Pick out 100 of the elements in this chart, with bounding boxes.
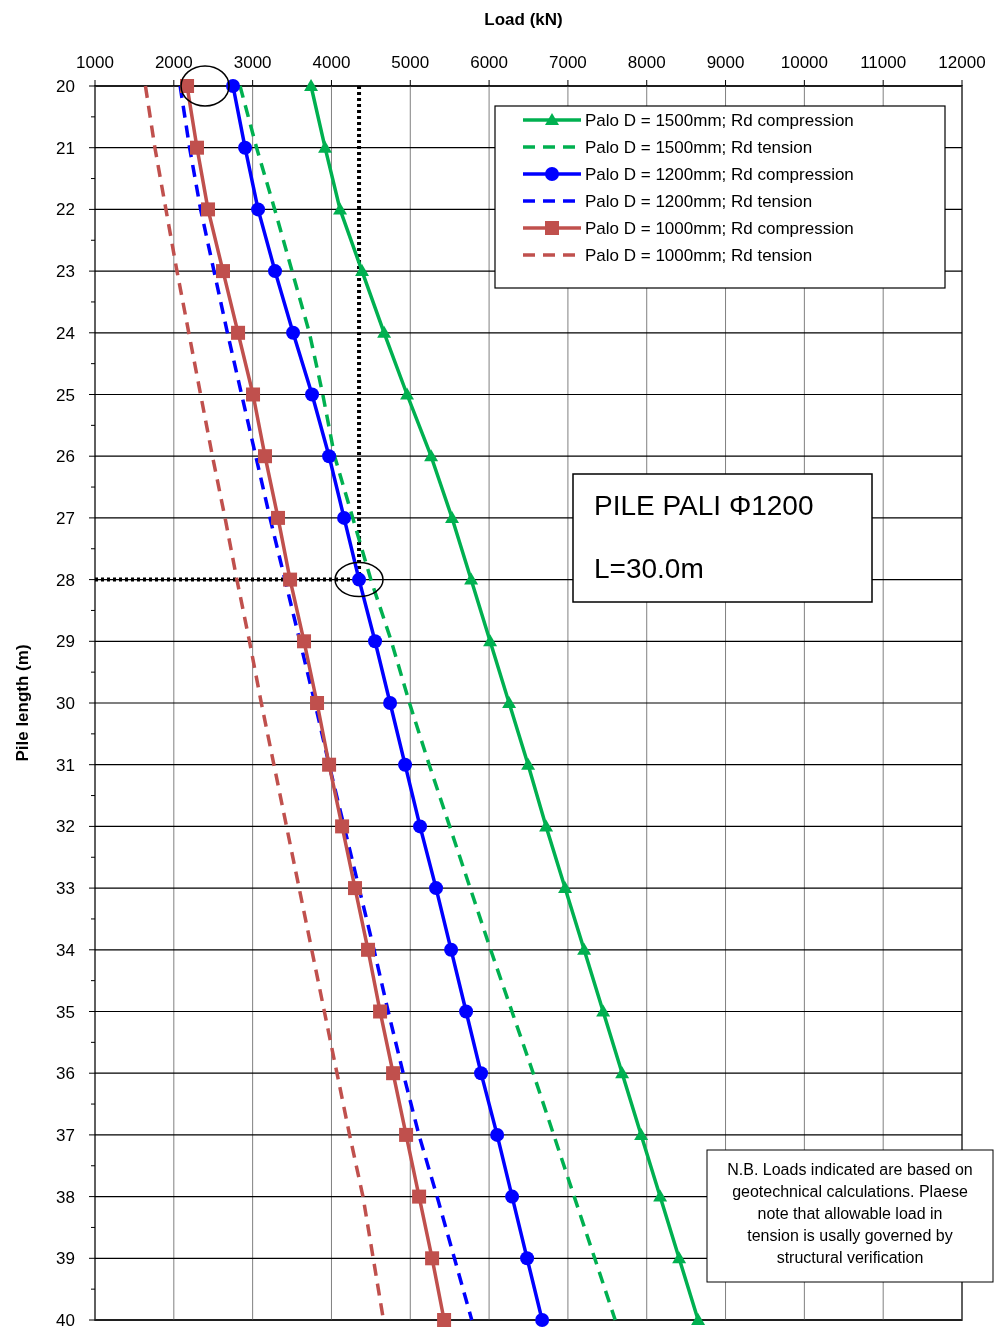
point — [577, 942, 592, 955]
y-tick-label: 20 — [56, 77, 75, 96]
point — [445, 510, 460, 523]
point — [251, 202, 266, 217]
x-tick-label: 12000 — [938, 53, 986, 72]
y-tick-label: 29 — [56, 632, 75, 652]
point — [653, 1189, 668, 1202]
legend-label: Palo D = 1500mm; Rd compression — [585, 111, 854, 130]
y-tick-label: 39 — [56, 1249, 75, 1269]
point — [634, 1127, 649, 1140]
y-tick-label: 22 — [56, 200, 75, 220]
point — [539, 819, 554, 832]
point — [318, 140, 333, 153]
y-axis-title: Pile length (m) — [13, 644, 32, 762]
point — [271, 510, 286, 525]
point — [691, 1313, 706, 1325]
point — [333, 202, 348, 215]
legend-label: Palo D = 1000mm; Rd tension — [585, 246, 813, 265]
point — [672, 1251, 687, 1264]
x-tick-label: 10000 — [780, 53, 828, 72]
point — [355, 264, 370, 277]
point — [304, 79, 319, 91]
point — [400, 387, 415, 400]
legend-label: Palo D = 1200mm; Rd compression — [585, 165, 854, 184]
x-tick-label: 6000 — [470, 53, 508, 72]
point — [464, 572, 479, 585]
point — [615, 1066, 630, 1079]
point — [383, 696, 398, 710]
annotation: L=30.0m — [594, 553, 704, 584]
x-axis-title: Load (kN) — [484, 10, 563, 29]
y-tick-label: 24 — [56, 323, 75, 343]
point — [399, 1127, 414, 1142]
point — [521, 757, 536, 770]
point — [322, 449, 337, 464]
point — [286, 325, 301, 340]
point — [502, 696, 517, 708]
point — [361, 942, 376, 957]
point — [459, 1004, 474, 1019]
point — [231, 325, 246, 340]
y-tick-label: 40 — [56, 1311, 75, 1329]
legend-label: Palo D = 1500mm; Rd tension — [585, 138, 813, 157]
point — [258, 449, 273, 464]
y-tick-label: 34 — [56, 940, 75, 960]
x-tick-label: 3000 — [233, 53, 272, 72]
y-tick-label: 28 — [56, 570, 75, 590]
point — [268, 264, 283, 279]
x-tick-label: 5000 — [391, 53, 430, 72]
point — [216, 264, 230, 279]
annotation: N.B. Loads indicated are based on geotechnical calculations. Plaese note that allowable load in tension is usally governed by structural verification — [727, 1161, 973, 1266]
x-tick-label: 2000 — [154, 53, 193, 72]
y-tick-label: 30 — [56, 694, 75, 713]
point — [238, 140, 253, 155]
y-tick-label: 33 — [56, 879, 75, 899]
point — [337, 510, 352, 525]
point — [297, 634, 312, 649]
y-tick-label: 35 — [56, 1002, 75, 1022]
point — [424, 449, 439, 462]
point — [535, 1313, 550, 1327]
point — [490, 1127, 505, 1142]
point — [246, 387, 261, 402]
point — [474, 1066, 489, 1081]
point — [429, 881, 444, 896]
point — [483, 634, 498, 647]
x-tick-label: 11000 — [860, 53, 907, 72]
y-tick-label: 26 — [56, 447, 75, 467]
point — [310, 696, 325, 710]
y-tick-label: 32 — [56, 817, 75, 837]
legend-label: Palo D = 1200mm; Rd tension — [585, 192, 813, 211]
point — [437, 1313, 452, 1327]
y-tick-label: 27 — [56, 508, 75, 528]
x-tick-label: 9000 — [706, 53, 745, 72]
point — [386, 1066, 401, 1081]
point — [377, 325, 392, 338]
point — [425, 1251, 440, 1266]
point — [283, 572, 298, 587]
y-tick-label: 21 — [56, 138, 75, 158]
annotation: PILE PALI Φ1200 — [594, 490, 814, 521]
point — [335, 819, 350, 834]
y-tick-label: 25 — [56, 385, 75, 405]
y-tick-label: 23 — [56, 262, 75, 282]
y-tick-label: 38 — [56, 1187, 75, 1207]
point — [596, 1004, 611, 1017]
y-tick-label: 31 — [56, 755, 75, 775]
point — [412, 1189, 427, 1204]
point — [413, 819, 428, 834]
x-tick-label: 1000 — [76, 53, 114, 72]
point — [189, 140, 204, 155]
point — [558, 881, 573, 894]
point — [444, 942, 459, 957]
point — [305, 387, 320, 402]
legend-label: Palo D = 1000mm; Rd compression — [585, 219, 854, 238]
point — [368, 634, 383, 649]
x-tick-label: 8000 — [627, 53, 666, 72]
y-tick-label: 37 — [56, 1125, 75, 1145]
point — [348, 881, 363, 896]
point — [520, 1251, 535, 1266]
point — [373, 1004, 388, 1019]
point — [505, 1189, 520, 1204]
point — [201, 202, 216, 217]
point — [398, 757, 413, 772]
